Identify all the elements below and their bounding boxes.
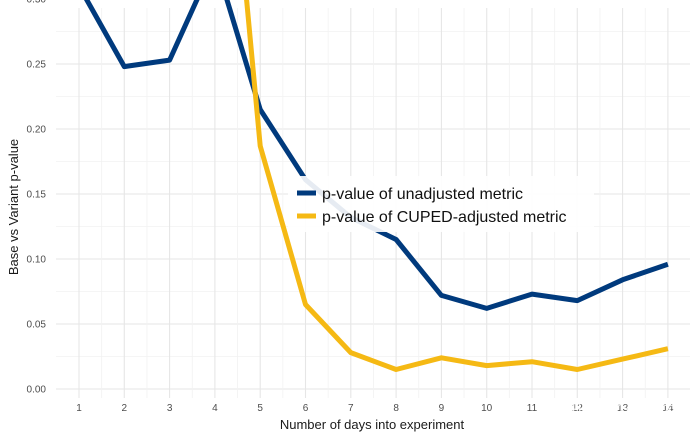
- series-line-cuped: [244, 0, 669, 372]
- y-tick-label: 0.15: [27, 190, 47, 201]
- x-tick-label: 11: [527, 403, 538, 414]
- legend: p-value of unadjusted metric p-value of …: [288, 176, 594, 232]
- x-tick-label: 3: [167, 403, 173, 414]
- watermark: 知乎 @陈然: [568, 398, 674, 422]
- y-axis-title: Base vs Variant p-value: [6, 139, 21, 275]
- x-tick-label: 6: [303, 403, 309, 414]
- x-tick-label: 12: [572, 403, 584, 414]
- y-tick-label: 0.25: [27, 60, 47, 71]
- legend-label-unadjusted: p-value of unadjusted metric: [322, 186, 523, 203]
- grid: [56, 8, 690, 398]
- y-tick-label: 0.10: [27, 255, 47, 266]
- y-axis-ticks: 0.000.050.100.150.200.250.300.350.400.45…: [27, 0, 47, 396]
- legend-background: [288, 176, 594, 232]
- x-tick-label: 4: [212, 403, 218, 414]
- x-tick-label: 7: [348, 403, 354, 414]
- legend-label-cuped: p-value of CUPED-adjusted metric: [322, 209, 567, 226]
- x-tick-label: 8: [393, 403, 399, 414]
- x-axis-title: Number of days into experiment: [280, 417, 465, 432]
- x-tick-label: 10: [481, 403, 493, 414]
- y-tick-label: 0.20: [27, 125, 47, 136]
- y-tick-label: 0.05: [27, 320, 47, 331]
- y-tick-label: 0.30: [27, 0, 47, 6]
- watermark-text: 知乎 @陈然: [568, 398, 674, 422]
- x-tick-label: 13: [617, 403, 629, 414]
- x-tick-label: 9: [439, 403, 445, 414]
- x-tick-label: 5: [257, 403, 263, 414]
- y-tick-label: 0.00: [27, 385, 47, 396]
- x-tick-label: 14: [662, 403, 674, 414]
- x-axis-ticks: 1 2 3 4 5 6 7 8 9 10 11 12 13 14: [76, 403, 674, 414]
- x-tick-label: 1: [76, 403, 82, 414]
- x-tick-label: 2: [122, 403, 128, 414]
